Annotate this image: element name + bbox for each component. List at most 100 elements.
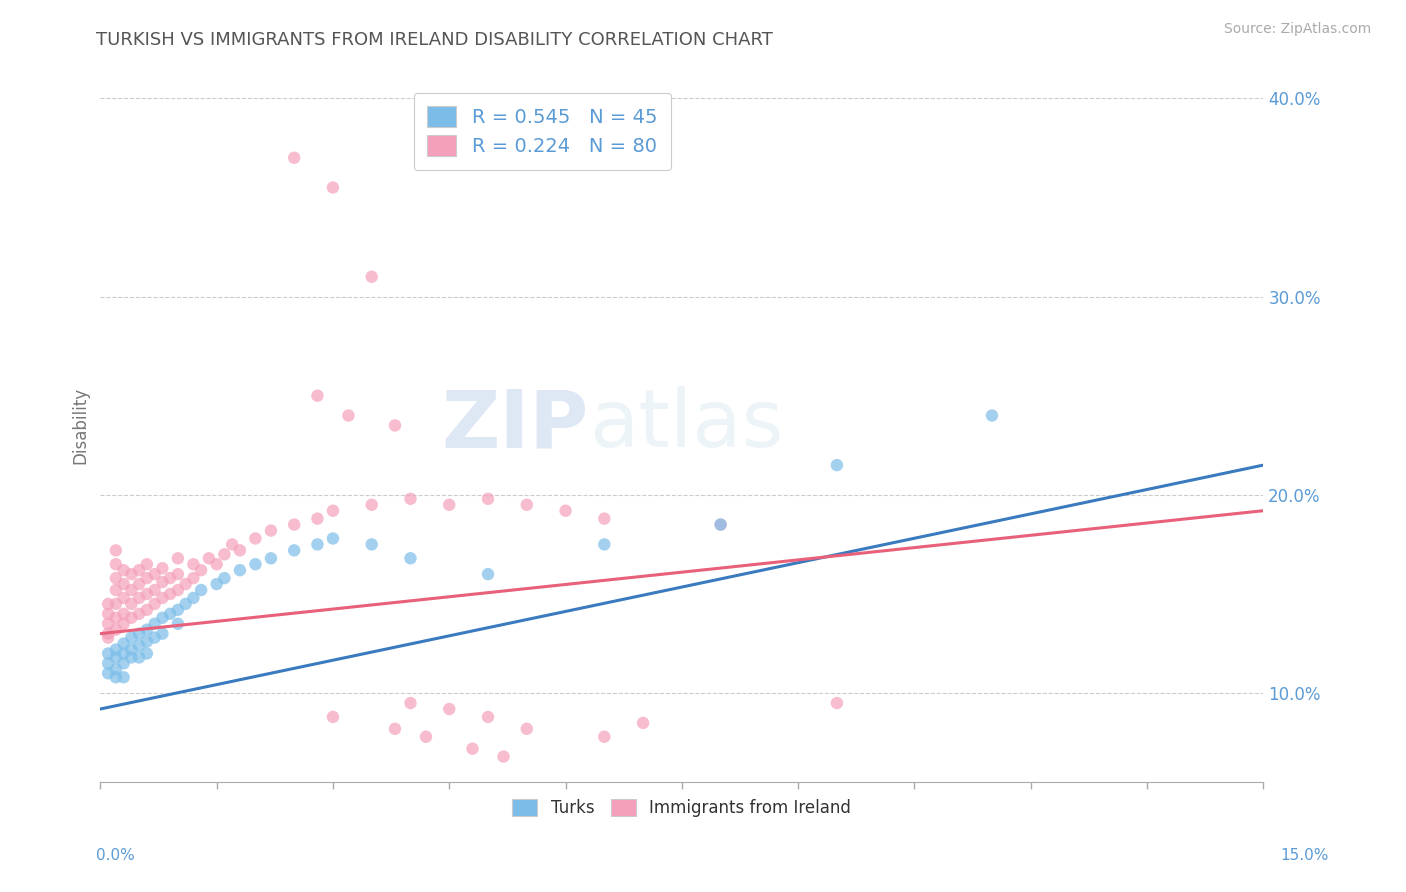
Point — [159, 587, 181, 601]
Point — [97, 657, 120, 671]
Point — [710, 517, 733, 532]
Point — [104, 543, 127, 558]
Point — [143, 567, 166, 582]
Point — [322, 532, 344, 546]
Point — [150, 611, 173, 625]
Point — [112, 591, 135, 605]
Point — [360, 498, 382, 512]
Point — [205, 577, 228, 591]
Point — [150, 561, 173, 575]
Point — [322, 710, 344, 724]
Point — [135, 587, 157, 601]
Point — [150, 626, 173, 640]
Point — [167, 603, 190, 617]
Point — [143, 616, 166, 631]
Text: TURKISH VS IMMIGRANTS FROM IRELAND DISABILITY CORRELATION CHART: TURKISH VS IMMIGRANTS FROM IRELAND DISAB… — [96, 31, 772, 49]
Point — [283, 517, 305, 532]
Point — [399, 696, 422, 710]
Point — [143, 631, 166, 645]
Point — [104, 642, 127, 657]
Point — [307, 389, 329, 403]
Point — [307, 511, 329, 525]
Point — [245, 558, 267, 572]
Point — [120, 642, 142, 657]
Point — [120, 582, 142, 597]
Point — [97, 626, 120, 640]
Point — [825, 696, 848, 710]
Point — [360, 537, 382, 551]
Point — [260, 524, 283, 538]
Point — [214, 571, 236, 585]
Point — [245, 532, 267, 546]
Point — [384, 722, 406, 736]
Point — [439, 498, 461, 512]
Text: 0.0%: 0.0% — [96, 848, 135, 863]
Point — [97, 666, 120, 681]
Point — [120, 567, 142, 582]
Point — [492, 749, 515, 764]
Point — [104, 558, 127, 572]
Point — [198, 551, 221, 566]
Point — [174, 577, 197, 591]
Point — [283, 543, 305, 558]
Point — [183, 591, 205, 605]
Point — [516, 722, 538, 736]
Point — [159, 571, 181, 585]
Point — [112, 670, 135, 684]
Point — [150, 575, 173, 590]
Point — [825, 458, 848, 472]
Point — [322, 180, 344, 194]
Point — [384, 418, 406, 433]
Point — [97, 607, 120, 621]
Point — [174, 597, 197, 611]
Point — [112, 636, 135, 650]
Point — [167, 616, 190, 631]
Point — [399, 551, 422, 566]
Point — [710, 517, 733, 532]
Point — [631, 715, 654, 730]
Point — [128, 626, 150, 640]
Point — [167, 567, 190, 582]
Point — [399, 491, 422, 506]
Point — [120, 631, 142, 645]
Point — [159, 607, 181, 621]
Point — [229, 543, 252, 558]
Point — [214, 547, 236, 561]
Point — [477, 491, 499, 506]
Point — [112, 577, 135, 591]
Point — [128, 650, 150, 665]
Point — [128, 639, 150, 653]
Point — [307, 537, 329, 551]
Point — [135, 623, 157, 637]
Point — [112, 647, 135, 661]
Point — [415, 730, 437, 744]
Point — [981, 409, 1004, 423]
Point — [283, 151, 305, 165]
Point — [112, 657, 135, 671]
Point — [221, 537, 243, 551]
Point — [97, 647, 120, 661]
Point — [593, 730, 616, 744]
Point — [104, 597, 127, 611]
Point — [104, 623, 127, 637]
Point — [205, 558, 228, 572]
Text: Source: ZipAtlas.com: Source: ZipAtlas.com — [1223, 22, 1371, 37]
Point — [593, 537, 616, 551]
Point — [229, 563, 252, 577]
Point — [104, 611, 127, 625]
Point — [128, 577, 150, 591]
Point — [167, 582, 190, 597]
Point — [477, 710, 499, 724]
Point — [104, 582, 127, 597]
Point — [150, 591, 173, 605]
Text: atlas: atlas — [589, 386, 783, 465]
Point — [104, 662, 127, 676]
Text: ZIP: ZIP — [441, 386, 589, 465]
Point — [135, 634, 157, 648]
Point — [593, 511, 616, 525]
Point — [461, 741, 484, 756]
Point — [183, 558, 205, 572]
Point — [516, 498, 538, 512]
Point — [554, 504, 576, 518]
Point — [104, 571, 127, 585]
